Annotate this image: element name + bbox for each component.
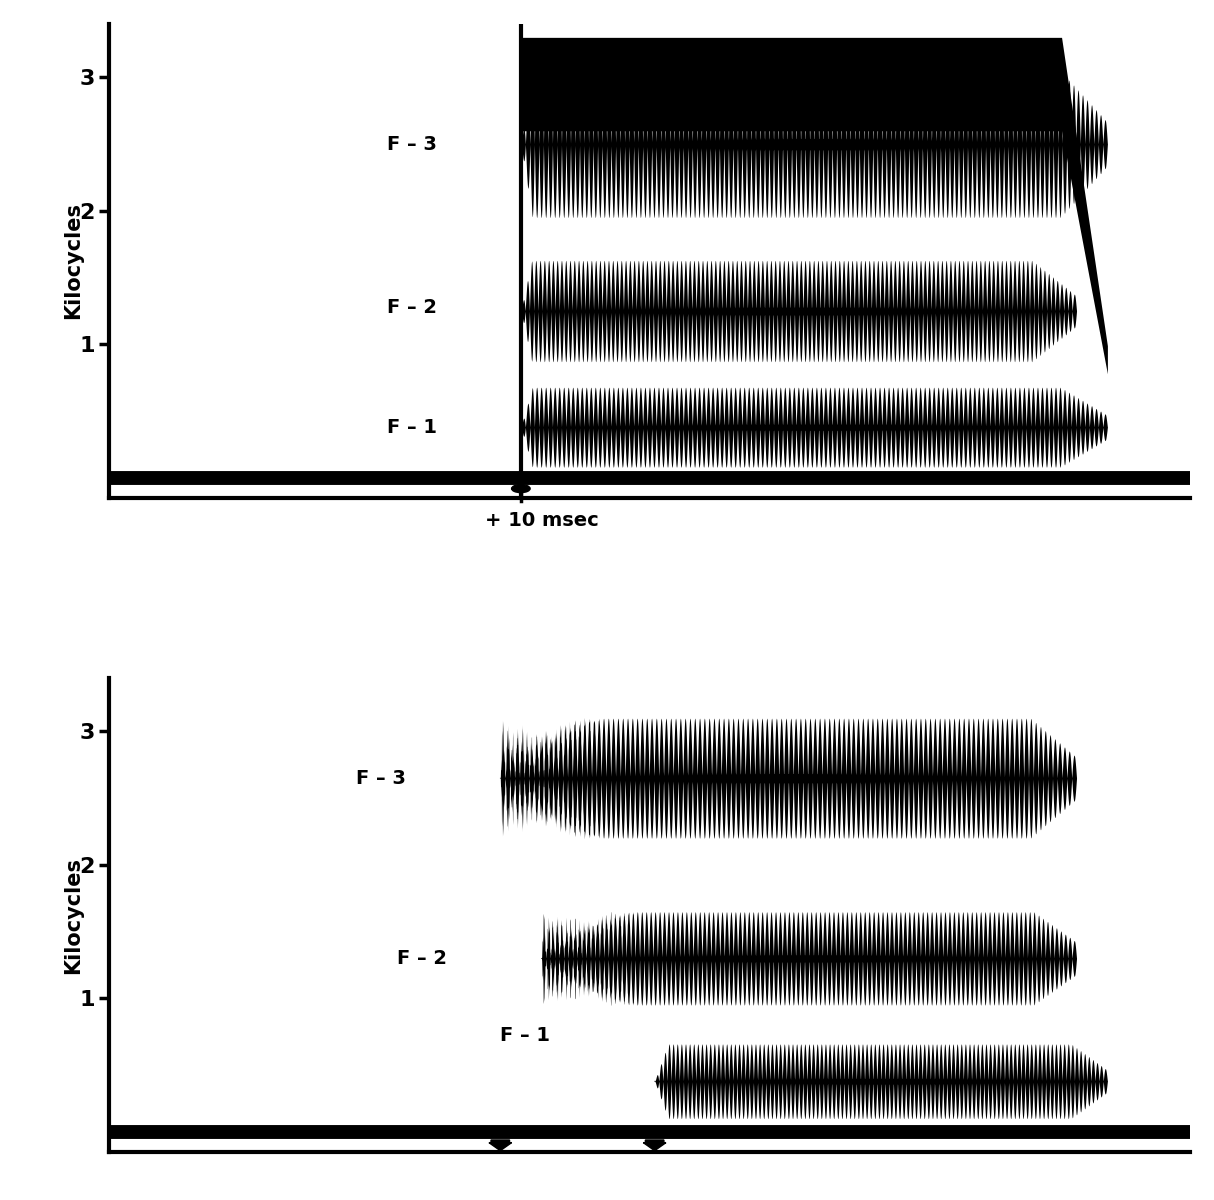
Text: F – 1: F – 1 bbox=[500, 1026, 550, 1045]
Ellipse shape bbox=[511, 485, 531, 493]
FancyArrow shape bbox=[489, 1140, 511, 1151]
Text: F – 1: F – 1 bbox=[387, 418, 437, 437]
Y-axis label: Kilocycles: Kilocycles bbox=[63, 203, 84, 319]
Text: F – 2: F – 2 bbox=[397, 949, 448, 968]
Text: F – 3: F – 3 bbox=[387, 134, 437, 154]
Text: + 10 msec: + 10 msec bbox=[484, 511, 599, 530]
Y-axis label: Kilocycles: Kilocycles bbox=[63, 857, 84, 973]
Text: F – 2: F – 2 bbox=[387, 298, 437, 317]
FancyArrow shape bbox=[643, 1140, 666, 1151]
Text: F – 3: F – 3 bbox=[356, 769, 407, 787]
